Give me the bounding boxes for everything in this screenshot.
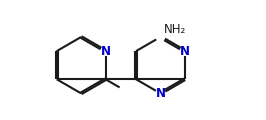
Text: N: N [101, 45, 110, 58]
Text: NH₂: NH₂ [163, 23, 186, 36]
Text: N: N [155, 87, 165, 100]
Text: N: N [180, 45, 190, 58]
